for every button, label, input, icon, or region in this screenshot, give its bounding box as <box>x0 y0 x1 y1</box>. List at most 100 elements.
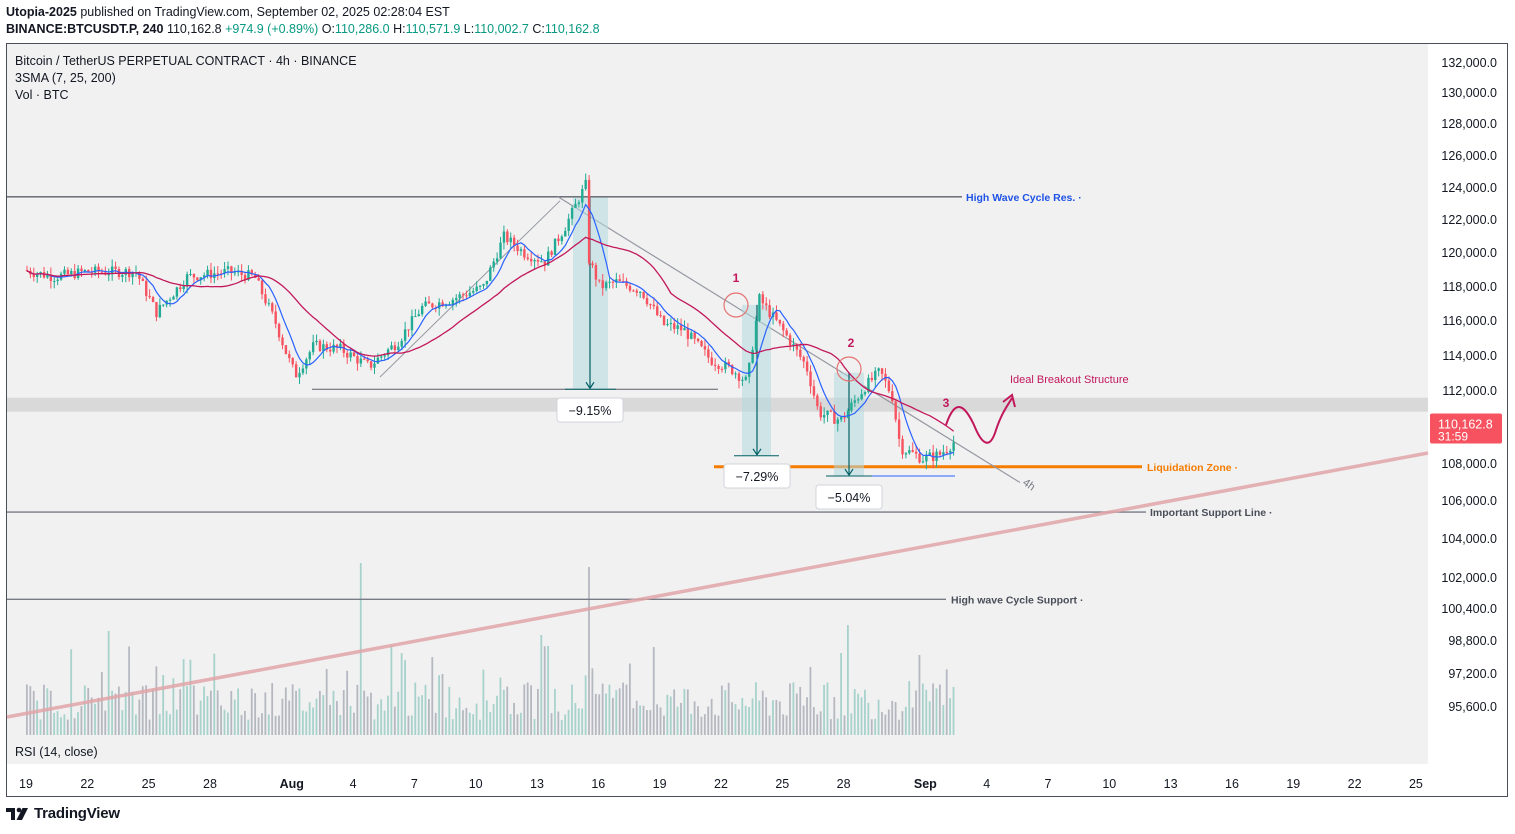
candle-body[interactable] <box>114 266 117 269</box>
candle-body[interactable] <box>713 364 717 366</box>
candle-body[interactable] <box>758 294 761 321</box>
long-term-support-trendline[interactable] <box>6 451 1429 719</box>
candle-body[interactable] <box>645 298 649 305</box>
candle-body[interactable] <box>451 299 455 305</box>
candle-body[interactable] <box>741 379 744 381</box>
candle-body[interactable] <box>894 401 897 420</box>
candle-body[interactable] <box>693 332 696 339</box>
candle-body[interactable] <box>942 452 945 455</box>
candle-body[interactable] <box>502 231 506 243</box>
candle-body[interactable] <box>83 270 87 272</box>
candle-body[interactable] <box>305 359 308 369</box>
candle-body[interactable] <box>795 344 799 350</box>
candle-body[interactable] <box>724 361 727 370</box>
candle-body[interactable] <box>686 328 690 339</box>
candle-body[interactable] <box>696 338 700 342</box>
candle-body[interactable] <box>887 380 891 392</box>
candle-body[interactable] <box>761 294 765 304</box>
candle-body[interactable] <box>516 245 519 252</box>
candle-body[interactable] <box>322 344 325 352</box>
candle-body[interactable] <box>952 442 955 451</box>
candle-body[interactable] <box>683 328 686 331</box>
candle-body[interactable] <box>155 302 158 318</box>
candle-body[interactable] <box>775 312 778 320</box>
candle-body[interactable] <box>901 438 904 455</box>
candle-body[interactable] <box>420 305 424 315</box>
candle-body[interactable] <box>373 363 376 368</box>
candle-body[interactable] <box>822 415 826 418</box>
candle-body[interactable] <box>765 303 768 306</box>
candle-body[interactable] <box>642 291 645 299</box>
candle-body[interactable] <box>87 270 90 273</box>
candle-body[interactable] <box>414 316 417 318</box>
candle-body[interactable] <box>819 406 822 418</box>
candle-body[interactable] <box>584 179 587 190</box>
candle-body[interactable] <box>417 314 420 317</box>
candle-body[interactable] <box>673 323 676 329</box>
candle-body[interactable] <box>519 249 523 252</box>
candle-body[interactable] <box>247 270 250 280</box>
candle-body[interactable] <box>659 315 662 317</box>
candle-body[interactable] <box>376 357 380 364</box>
candle-body[interactable] <box>574 203 577 208</box>
candle-body[interactable] <box>366 359 369 362</box>
candle-body[interactable] <box>363 358 366 360</box>
candle-body[interactable] <box>836 419 839 424</box>
candle-body[interactable] <box>816 395 819 407</box>
candle-body[interactable] <box>407 329 410 331</box>
candle-body[interactable] <box>478 285 482 287</box>
candle-body[interactable] <box>281 337 284 346</box>
candle-body[interactable] <box>158 304 162 318</box>
candle-body[interactable] <box>860 394 863 400</box>
candle-body[interactable] <box>540 261 543 263</box>
candle-body[interactable] <box>744 376 748 380</box>
candle-body[interactable] <box>431 303 434 308</box>
candle-body[interactable] <box>352 352 356 357</box>
candle-body[interactable] <box>63 269 66 274</box>
candle-body[interactable] <box>805 361 809 372</box>
candle-body[interactable] <box>598 279 601 281</box>
candle-body[interactable] <box>495 258 499 262</box>
candle-body[interactable] <box>185 274 189 287</box>
candle-body[interactable] <box>853 400 857 403</box>
candle-body[interactable] <box>751 349 754 363</box>
candle-body[interactable] <box>656 306 659 316</box>
candle-body[interactable] <box>73 270 76 279</box>
candle-body[interactable] <box>380 356 383 358</box>
candle-body[interactable] <box>839 417 843 420</box>
candle-body[interactable] <box>349 352 352 358</box>
candle-body[interactable] <box>679 325 683 331</box>
candle-body[interactable] <box>662 315 666 325</box>
candle-body[interactable] <box>175 287 179 297</box>
measure-label-box[interactable] <box>723 463 791 489</box>
candle-body[interactable] <box>754 320 758 350</box>
candle-body[interactable] <box>717 365 720 369</box>
candle-body[interactable] <box>110 266 114 275</box>
candle-body[interactable] <box>802 356 805 362</box>
candle-body[interactable] <box>550 251 553 255</box>
candle-body[interactable] <box>792 344 795 346</box>
candle-body[interactable] <box>536 260 540 262</box>
candle-body[interactable] <box>748 362 751 377</box>
candle-body[interactable] <box>601 280 604 289</box>
candle-body[interactable] <box>914 451 918 454</box>
candle-body[interactable] <box>621 281 625 283</box>
candle-body[interactable] <box>567 218 570 231</box>
candle-body[interactable] <box>427 301 431 304</box>
sma-25-line[interactable] <box>26 236 955 432</box>
candle-body[interactable] <box>206 269 209 276</box>
candle-body[interactable] <box>867 377 870 393</box>
candle-body[interactable] <box>172 296 175 300</box>
candle-body[interactable] <box>843 417 846 419</box>
candle-body[interactable] <box>424 301 427 306</box>
candle-body[interactable] <box>587 179 591 264</box>
candle-body[interactable] <box>189 273 192 275</box>
candle-body[interactable] <box>472 291 475 293</box>
candle-body[interactable] <box>332 344 335 352</box>
candle-body[interactable] <box>448 304 451 306</box>
candle-body[interactable] <box>315 340 318 343</box>
candle-body[interactable] <box>325 344 328 350</box>
candle-body[interactable] <box>179 287 182 290</box>
candle-body[interactable] <box>700 341 703 347</box>
